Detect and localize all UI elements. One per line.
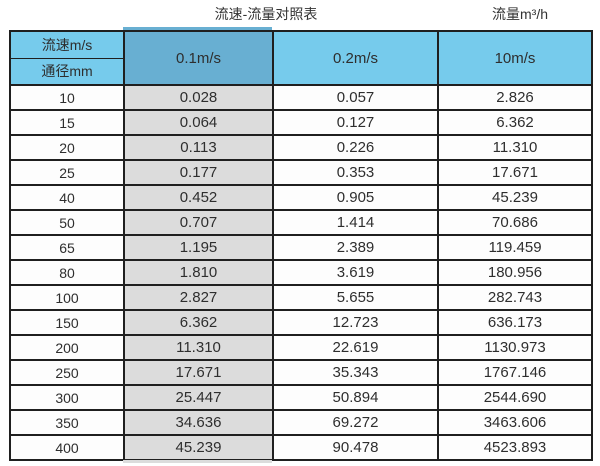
value-cell: 0.064 [123,109,274,136]
value-cell: 1.195 [123,234,274,261]
flow-unit-caption: 流量m³/h [492,6,548,22]
value-cell: 1.810 [123,259,274,286]
column-header-0-1ms: 0.1m/s [123,30,274,86]
table-row: 15 0.064 0.127 6.362 [9,109,593,136]
table-row: 25 0.177 0.353 17.671 [9,159,593,186]
value-cell: 3463.606 [437,409,593,436]
value-cell: 3.619 [272,259,439,286]
table-row: 20 0.113 0.226 11.310 [9,134,593,161]
highlight-column-overhang-top [123,27,272,30]
value-cell: 11.310 [123,334,274,361]
diameter-cell: 150 [9,309,125,336]
table-row: 350 34.636 69.272 3463.606 [9,409,593,436]
value-cell: 69.272 [272,409,439,436]
column-header-0-2ms: 0.2m/s [272,30,439,86]
value-cell: 45.239 [437,184,593,211]
diameter-cell: 10 [9,84,125,111]
value-cell: 35.343 [272,359,439,386]
diameter-cell: 15 [9,109,125,136]
value-cell: 0.177 [123,159,274,186]
value-cell: 636.173 [437,309,593,336]
value-cell: 0.707 [123,209,274,236]
value-cell: 0.127 [272,109,439,136]
value-cell: 0.028 [123,84,274,111]
value-cell: 5.655 [272,284,439,311]
value-cell: 6.362 [123,309,274,336]
value-cell: 0.226 [272,134,439,161]
table-header: 流速m/s 0.1m/s 0.2m/s 10m/s 通径mm [9,30,593,86]
value-cell: 17.671 [437,159,593,186]
flow-rate-table: 流速m/s 0.1m/s 0.2m/s 10m/s 通径mm 10 0.028 … [9,30,593,461]
table-row: 250 17.671 35.343 1767.146 [9,359,593,386]
highlight-column-overhang-bottom [123,460,272,463]
diameter-cell: 25 [9,159,125,186]
table-row: 40 0.452 0.905 45.239 [9,184,593,211]
value-cell: 180.956 [437,259,593,286]
value-cell: 119.459 [437,234,593,261]
value-cell: 0.353 [272,159,439,186]
value-cell: 2544.690 [437,384,593,411]
value-cell: 22.619 [272,334,439,361]
value-cell: 1130.973 [437,334,593,361]
value-cell: 2.389 [272,234,439,261]
table-row: 400 45.239 90.478 4523.893 [9,434,593,461]
table-row: 80 1.810 3.619 180.956 [9,259,593,286]
diameter-cell: 20 [9,134,125,161]
value-cell: 2.827 [123,284,274,311]
diameter-cell: 100 [9,284,125,311]
value-cell: 25.447 [123,384,274,411]
table-body: 10 0.028 0.057 2.826 15 0.064 0.127 6.36… [9,84,593,461]
value-cell: 6.362 [437,109,593,136]
diameter-cell: 200 [9,334,125,361]
value-cell: 34.636 [123,409,274,436]
value-cell: 12.723 [272,309,439,336]
table-row: 150 6.362 12.723 636.173 [9,309,593,336]
table-row: 100 2.827 5.655 282.743 [9,284,593,311]
diameter-cell: 65 [9,234,125,261]
value-cell: 45.239 [123,434,274,461]
value-cell: 0.905 [272,184,439,211]
diameter-cell: 350 [9,409,125,436]
value-cell: 2.826 [437,84,593,111]
diameter-cell: 80 [9,259,125,286]
value-cell: 4523.893 [437,434,593,461]
corner-diameter-label: 通径mm [9,57,125,86]
column-header-10ms: 10m/s [437,30,593,86]
table-row: 65 1.195 2.389 119.459 [9,234,593,261]
table-row: 50 0.707 1.414 70.686 [9,209,593,236]
value-cell: 17.671 [123,359,274,386]
value-cell: 11.310 [437,134,593,161]
value-cell: 70.686 [437,209,593,236]
value-cell: 90.478 [272,434,439,461]
table-row: 10 0.028 0.057 2.826 [9,84,593,111]
diameter-cell: 50 [9,209,125,236]
table-row: 300 25.447 50.894 2544.690 [9,384,593,411]
value-cell: 0.057 [272,84,439,111]
diameter-cell: 250 [9,359,125,386]
value-cell: 1767.146 [437,359,593,386]
value-cell: 0.452 [123,184,274,211]
corner-velocity-label: 流速m/s [9,30,125,59]
table-caption: 流速-流量对照表 [214,6,318,22]
value-cell: 0.113 [123,134,274,161]
diameter-cell: 40 [9,184,125,211]
value-cell: 282.743 [437,284,593,311]
diameter-cell: 300 [9,384,125,411]
diameter-cell: 400 [9,434,125,461]
table-row: 200 11.310 22.619 1130.973 [9,334,593,361]
value-cell: 1.414 [272,209,439,236]
value-cell: 50.894 [272,384,439,411]
